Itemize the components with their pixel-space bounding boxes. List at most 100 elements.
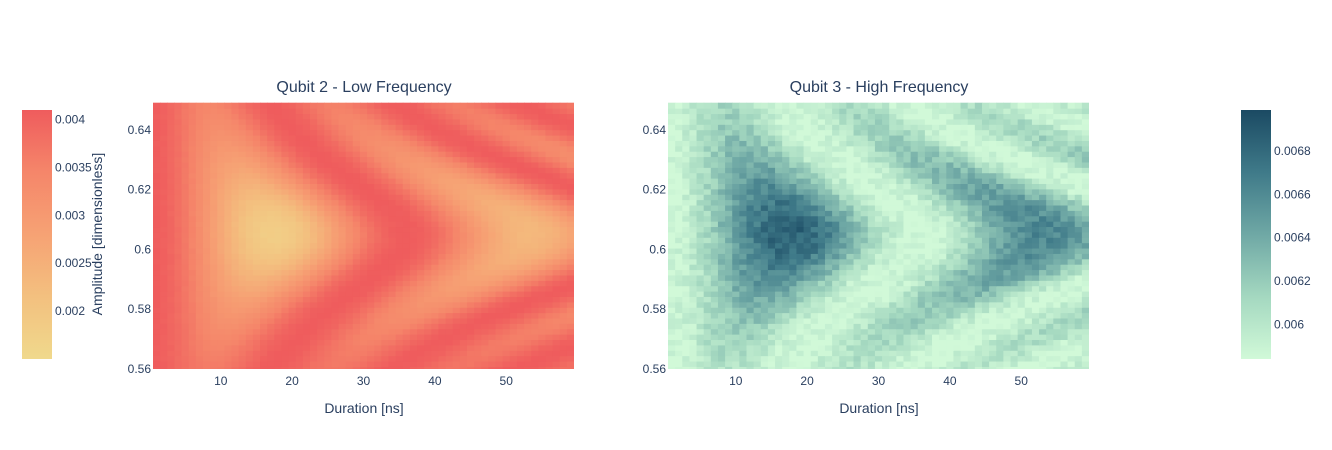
heatmap-cell	[559, 113, 568, 120]
heatmap-cell	[374, 178, 382, 184]
heatmap-cell	[524, 210, 532, 217]
heatmap-cell	[1039, 290, 1047, 297]
heatmap-cell	[274, 188, 283, 195]
heatmap-cell	[345, 269, 354, 276]
heatmap-cell	[824, 312, 833, 319]
heatmap-cell	[782, 194, 790, 201]
heatmap-cell	[746, 301, 755, 308]
heatmap-cell	[782, 264, 790, 271]
heatmap-cell	[481, 296, 489, 303]
heatmap-cell	[167, 194, 176, 201]
heatmap-cell	[424, 339, 432, 346]
heatmap-cell	[810, 280, 819, 287]
heatmap-cell	[1046, 366, 1054, 369]
heatmap-cell	[352, 210, 361, 217]
heatmap-cell	[889, 301, 897, 308]
heatmap-cell	[181, 226, 190, 233]
heatmap-cell	[675, 188, 683, 195]
heatmap-cell	[181, 301, 190, 308]
heatmap-cell	[732, 226, 740, 233]
heatmap-cell	[739, 274, 748, 281]
heatmap-cell	[288, 258, 297, 265]
heatmap-cell	[867, 199, 876, 206]
heatmap-cell	[974, 317, 983, 324]
heatmap-cell	[359, 307, 368, 314]
heatmap-cell	[860, 317, 869, 324]
heatmap-cell	[710, 334, 719, 341]
heatmap-cell	[974, 204, 983, 211]
heatmap-cell	[1046, 247, 1054, 254]
heatmap-cell	[746, 328, 755, 335]
heatmap-cell	[409, 312, 418, 319]
heatmap-cell	[967, 350, 976, 357]
heatmap-cell	[538, 264, 547, 271]
heatmap-cell	[317, 199, 325, 206]
heatmap-cell	[917, 285, 926, 292]
heatmap-cell	[381, 215, 390, 222]
heatmap-cell	[853, 242, 862, 249]
heatmap-cell	[338, 323, 347, 330]
heatmap-cell	[452, 113, 461, 120]
heatmap-cell	[989, 204, 997, 211]
heatmap-cell	[689, 355, 698, 362]
heatmap-cell	[903, 269, 912, 276]
heatmap-cell	[967, 237, 976, 244]
heatmap-cell	[174, 339, 183, 346]
heatmap-cell	[789, 221, 798, 228]
heatmap-cell	[417, 253, 425, 260]
heatmap-cell	[195, 247, 204, 254]
heatmap-cell	[860, 194, 869, 201]
heatmap-cell	[224, 226, 233, 233]
heatmap-cell	[202, 221, 211, 228]
heatmap-cell	[1003, 215, 1012, 222]
heatmap-cell	[739, 258, 748, 265]
heatmap-cell	[395, 355, 404, 362]
heatmap-cell	[1081, 334, 1089, 341]
heatmap-cell	[274, 102, 283, 109]
heatmap-cell	[295, 269, 304, 276]
heatmap-cell	[953, 194, 962, 201]
heatmap-cell	[252, 323, 261, 330]
heatmap-cell	[195, 204, 204, 211]
heatmap-cell	[267, 129, 275, 136]
heatmap-cell	[1039, 344, 1047, 351]
heatmap-cell	[559, 178, 568, 184]
heatmap-cell	[509, 290, 518, 297]
heatmap-cell	[181, 237, 190, 244]
heatmap-cell	[810, 339, 819, 346]
heatmap-cell	[846, 366, 855, 369]
heatmap-cell	[789, 323, 798, 330]
heatmap-cell	[174, 231, 183, 238]
heatmap-cell	[488, 258, 497, 265]
heatmap-cell	[516, 237, 525, 244]
heatmap-cell	[746, 253, 755, 260]
heatmap-cell	[860, 264, 869, 271]
heatmap-cell	[331, 124, 340, 131]
heatmap-cell	[853, 307, 862, 314]
heatmap-cell	[1060, 285, 1069, 292]
heatmap-cell	[974, 323, 983, 330]
heatmap-cell	[960, 280, 969, 287]
heatmap-cell	[502, 317, 511, 324]
heatmap-cell	[917, 199, 926, 206]
heatmap-cell	[767, 226, 776, 233]
heatmap-cell	[746, 188, 755, 195]
heatmap-cell	[153, 285, 161, 292]
heatmap-cell	[552, 285, 561, 292]
heatmap-cell	[989, 231, 997, 238]
heatmap-cell	[459, 360, 468, 367]
heatmap-cell	[281, 210, 290, 217]
heatmap-cell	[509, 204, 518, 211]
heatmap-cell	[452, 145, 461, 152]
heatmap-cell	[1039, 307, 1047, 314]
heatmap-cell	[853, 258, 862, 265]
heatmap-cell	[516, 145, 525, 152]
heatmap-cell	[381, 274, 390, 281]
heatmap-cell	[388, 290, 397, 297]
heatmap-cell	[760, 344, 769, 351]
heatmap-cell	[281, 366, 290, 369]
heatmap-cell	[566, 317, 574, 324]
heatmap-cell	[481, 258, 489, 265]
heatmap-cell	[181, 328, 190, 335]
heatmap-cell	[167, 172, 176, 179]
